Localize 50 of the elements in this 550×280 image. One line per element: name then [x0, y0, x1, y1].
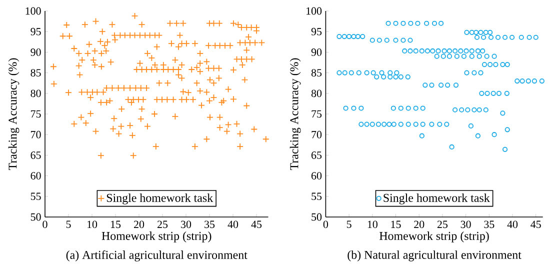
- y-tick-label: 75: [312, 110, 322, 118]
- x-tick-label: 5: [66, 220, 71, 228]
- y-tick-label: 70: [312, 130, 322, 138]
- x-tick-label: 40: [228, 220, 238, 228]
- x-tick-label: 45: [251, 220, 262, 228]
- text: (b) Natural agricultural environment: [348, 250, 522, 262]
- y-tick-label: 50: [30, 213, 41, 221]
- y-tick-label: 70: [31, 130, 41, 138]
- x-tick-label: 5: [346, 220, 352, 228]
- x-axis-title: Homework strip (strip): [380, 232, 489, 242]
- y-tick-label: 75: [31, 110, 41, 118]
- y-tick-label: 55: [312, 192, 322, 200]
- x-tick-label: 40: [507, 220, 518, 228]
- y-tick-label: 55: [30, 192, 41, 200]
- y-tick-label: 85: [311, 69, 322, 76]
- x-tick-label: 10: [87, 220, 98, 228]
- x-tick-label: 30: [181, 220, 192, 228]
- y-axis-title: Tracking Accuracy (%): [290, 58, 301, 170]
- text: (a) Artificial agricultural environment: [66, 250, 248, 262]
- x-tick-label: 25: [158, 220, 168, 228]
- x-tick-label: 35: [204, 220, 215, 228]
- y-tick-label: 60: [30, 172, 41, 180]
- x-tick-label: 20: [134, 220, 144, 228]
- y-tick-label: 60: [311, 172, 322, 180]
- y-tick-label: 80: [30, 90, 41, 98]
- x-tick-label: 45: [530, 220, 541, 228]
- x-tick-label: 15: [110, 220, 121, 228]
- y-tick-label: 50: [312, 213, 322, 221]
- x-tick-label: 25: [437, 220, 448, 228]
- x-tick-label: 20: [414, 220, 424, 228]
- y-tick-label: 95: [311, 28, 322, 36]
- y-tick-label: 100: [26, 7, 41, 15]
- y-tick-label: 80: [311, 90, 322, 98]
- y-axis-title: Tracking Accuracy (%): [8, 58, 20, 170]
- y-tick-label: 90: [311, 48, 322, 56]
- x-tick-label: 35: [484, 220, 494, 228]
- x-tick-label: 0: [42, 220, 48, 228]
- legend-label: Single homework task: [384, 194, 490, 204]
- x-axis-title: Homework strip (strip): [102, 232, 212, 242]
- x-tick-label: 30: [460, 220, 471, 228]
- y-tick-label: 85: [30, 69, 41, 76]
- x-tick-label: 10: [368, 220, 378, 228]
- y-tick-label: 90: [30, 48, 41, 56]
- y-tick-label: 65: [30, 152, 41, 159]
- x-tick-label: 15: [391, 220, 401, 228]
- y-tick-label: 65: [311, 152, 322, 159]
- y-tick-label: 95: [30, 28, 41, 36]
- y-tick-label: 100: [306, 7, 322, 15]
- legend-label: Single homework task: [106, 194, 214, 204]
- x-tick-label: 0: [323, 220, 328, 228]
